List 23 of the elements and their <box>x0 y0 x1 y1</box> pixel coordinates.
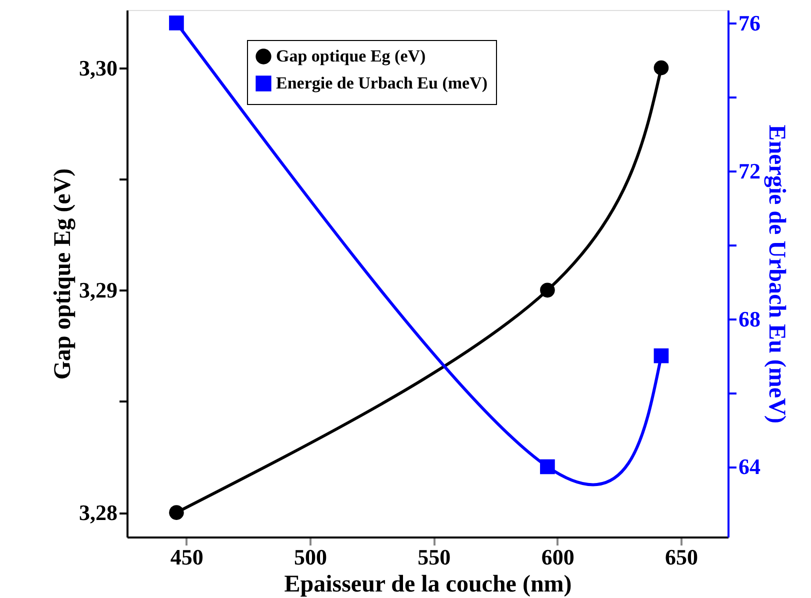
y-tick-label: 3,29 <box>79 278 118 303</box>
y2-axis-title: Energie de Urbach Eu (meV) <box>764 124 790 424</box>
point <box>654 348 669 364</box>
legend-label: Gap optique Eg (eV) <box>276 46 426 66</box>
x-tick-label: 550 <box>418 544 451 570</box>
point <box>169 16 184 30</box>
y-tick-label: 3,30 <box>79 55 118 80</box>
y2-tick-label: 72 <box>738 158 760 184</box>
y-axis-title: Gap optique Eg (eV) <box>50 168 76 380</box>
y-tick-label: 3,28 <box>79 500 118 526</box>
point <box>540 459 555 474</box>
x-tick-label: 600 <box>541 544 574 570</box>
point <box>540 282 555 298</box>
point <box>654 60 669 76</box>
x-tick-label: 450 <box>170 544 204 570</box>
x-tick-label: 650 <box>665 544 698 570</box>
x-tick-label: 500 <box>294 544 328 570</box>
x-axis-title: Epaisseur de la couche (nm) <box>284 572 572 598</box>
y2-tick-label: 64 <box>738 454 760 480</box>
y2-tick-label: 68 <box>738 306 760 332</box>
point <box>169 505 184 520</box>
legend-label: Energie de Urbach Eu (meV) <box>276 74 488 92</box>
y2-tick-label: 76 <box>738 10 760 36</box>
